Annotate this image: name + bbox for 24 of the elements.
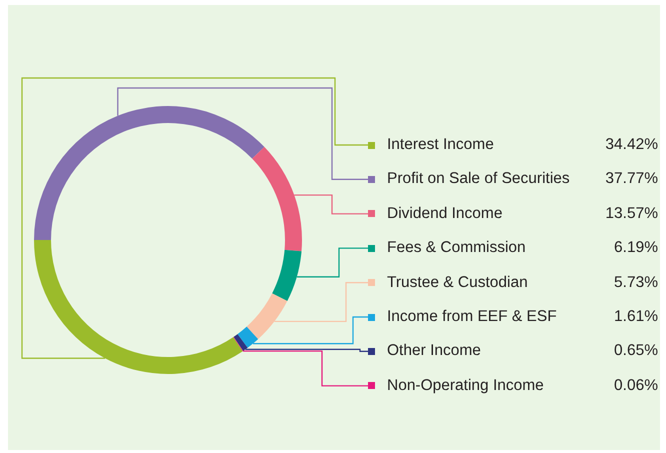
data-label: 0.65% <box>614 342 658 360</box>
legend-label: Trustee & Custodian <box>387 274 529 292</box>
data-label: 1.61% <box>614 308 658 326</box>
data-label: 37.77% <box>605 170 658 188</box>
legend-label: Dividend Income <box>387 204 504 223</box>
donut-slice <box>272 250 302 302</box>
data-label: 0.06% <box>614 376 658 395</box>
data-label: 6.19% <box>614 239 658 258</box>
legend-label: Non-Operating Income <box>387 376 545 395</box>
legend-label: Other Income <box>387 342 482 360</box>
legend-label: Fees & Commission <box>387 239 527 258</box>
donut-slice <box>233 336 244 352</box>
donut-slice <box>34 240 243 374</box>
donut-slice <box>238 326 258 348</box>
donut-slice <box>234 334 248 351</box>
donut-slice <box>246 293 288 340</box>
donut-slice <box>34 106 264 240</box>
donut-slice <box>252 146 302 252</box>
data-label: 34.42% <box>605 136 658 154</box>
data-label: 5.73% <box>614 274 658 292</box>
legend-label: Income from EEF & ESF <box>387 308 558 326</box>
legend-label: Interest Income <box>387 136 495 154</box>
legend-label: Profit on Sale of Securities <box>387 170 571 188</box>
data-label: 13.57% <box>605 204 658 223</box>
